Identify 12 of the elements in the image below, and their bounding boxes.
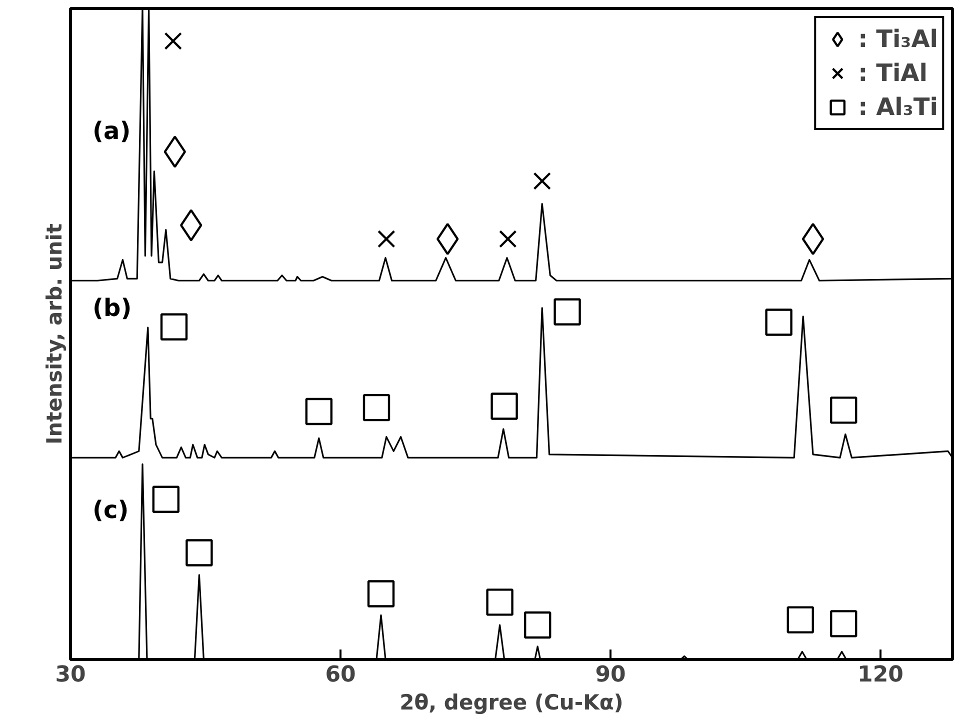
series-label: (a) <box>92 116 131 145</box>
x-tick-label: 60 <box>325 662 356 688</box>
x-tick-label: 120 <box>858 662 904 688</box>
legend-label: : Ti₃Al <box>858 25 938 53</box>
y-axis-title: Intensity, arb. unit <box>42 223 66 445</box>
series-label: (c) <box>92 496 129 524</box>
legend-label: : TiAl <box>858 59 928 87</box>
legend-label: : Al₃Ti <box>858 93 938 121</box>
x-tick-label: 30 <box>55 662 86 688</box>
series-label: (b) <box>92 294 132 322</box>
x-axis-title: 2θ, degree (Cu-Kα) <box>400 690 624 714</box>
x-tick-label: 90 <box>595 662 626 688</box>
